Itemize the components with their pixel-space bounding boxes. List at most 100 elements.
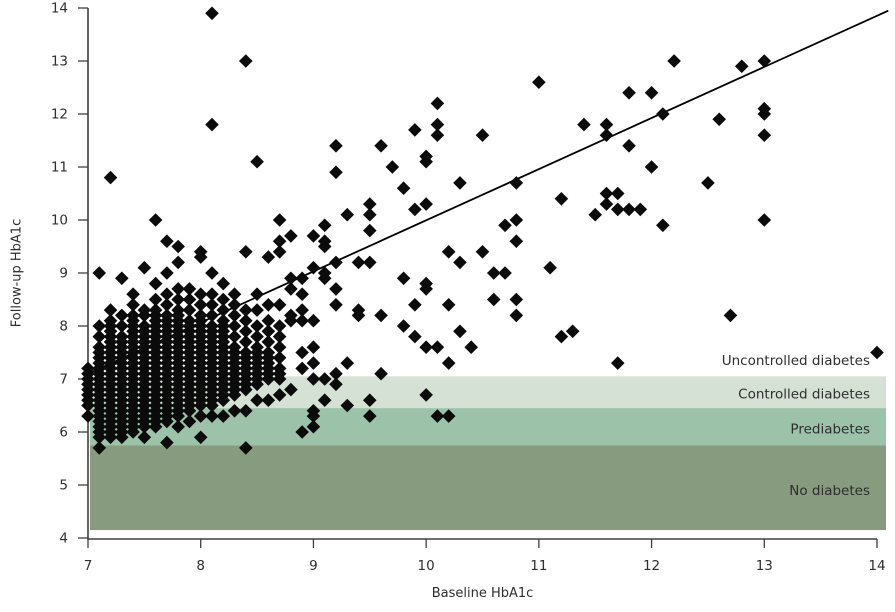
data-point: [227, 319, 242, 333]
data-point: [554, 329, 569, 344]
y-tick-label: 6: [59, 425, 68, 441]
data-point: [295, 313, 309, 328]
data-point: [261, 335, 276, 349]
data-point: [160, 298, 174, 312]
data-point: [250, 287, 264, 301]
data-point: [216, 276, 231, 291]
data-point: [295, 345, 309, 360]
y-tick-label: 14: [51, 1, 68, 17]
data-point: [284, 382, 298, 397]
data-point: [633, 202, 648, 217]
data-point: [757, 54, 772, 68]
data-point: [126, 287, 140, 301]
data-point: [284, 308, 298, 323]
data-point: [362, 197, 377, 211]
y-tick-label: 11: [51, 160, 68, 176]
data-point: [261, 298, 276, 312]
data-point: [250, 154, 264, 169]
data-point: [205, 266, 219, 280]
data-point: [92, 319, 107, 333]
data-point: [239, 313, 253, 328]
data-point: [239, 335, 253, 349]
data-point: [396, 319, 411, 333]
data-point: [193, 245, 208, 259]
x-tick-label: 9: [309, 558, 318, 574]
data-point: [441, 245, 456, 259]
data-point: [599, 117, 614, 132]
data-point: [148, 213, 163, 227]
data-point: [610, 356, 625, 370]
data-point: [272, 329, 287, 344]
data-point: [227, 404, 242, 418]
data-point: [126, 308, 140, 323]
y-tick-label: 7: [59, 372, 68, 388]
y-tick-label: 10: [51, 213, 68, 229]
data-point: [205, 298, 219, 312]
data-point: [509, 176, 524, 190]
data-point: [329, 377, 343, 392]
trend-line: [87, 9, 889, 375]
data-point: [160, 308, 174, 323]
data-point: [160, 287, 174, 301]
data-point: [701, 176, 715, 190]
data-point: [171, 282, 185, 296]
data-point: [126, 298, 140, 312]
data-point: [475, 245, 490, 259]
data-point: [81, 409, 95, 423]
data-point: [272, 340, 287, 354]
data-point: [599, 186, 614, 201]
data-point: [362, 223, 377, 238]
data-point: [250, 393, 264, 407]
data-point: [250, 329, 264, 344]
data-point: [396, 181, 411, 195]
data-point: [757, 128, 772, 142]
data-point: [441, 298, 456, 312]
data-point: [239, 54, 253, 68]
data-point: [193, 287, 208, 301]
data-point: [272, 298, 287, 312]
data-point: [340, 398, 355, 413]
y-tick-label: 12: [51, 107, 68, 123]
data-point: [216, 409, 231, 423]
data-point: [103, 303, 118, 317]
data-point: [250, 340, 264, 354]
data-point: [453, 324, 467, 339]
data-point: [115, 308, 129, 323]
data-point: [610, 202, 625, 217]
data-point: [81, 361, 95, 376]
data-point: [430, 409, 445, 423]
y-tick-label: 5: [59, 478, 68, 494]
data-point: [92, 329, 107, 344]
x-tick-label: 14: [868, 558, 885, 574]
data-point: [295, 271, 309, 286]
data-point: [419, 276, 433, 291]
data-point: [329, 255, 343, 270]
data-point: [734, 59, 749, 74]
data-point: [329, 282, 343, 296]
data-point: [250, 303, 264, 317]
data-point: [644, 86, 659, 100]
data-point: [115, 329, 129, 344]
band-label: No diabetes: [789, 483, 870, 499]
data-point: [385, 160, 400, 174]
x-tick-label: 12: [643, 558, 660, 574]
data-point: [295, 303, 309, 317]
data-point: [644, 160, 659, 174]
data-point: [374, 366, 388, 381]
data-point: [408, 298, 422, 312]
data-point: [171, 303, 185, 317]
data-point: [92, 441, 107, 455]
data-point: [317, 266, 332, 280]
data-point: [498, 266, 512, 280]
data-point: [419, 197, 433, 211]
data-point: [92, 266, 107, 280]
data-point: [137, 430, 152, 445]
data-point: [306, 419, 321, 434]
data-point: [565, 324, 580, 339]
data-point: [408, 329, 422, 344]
data-point: [227, 298, 242, 312]
data-point: [362, 255, 377, 270]
data-point: [295, 361, 309, 376]
band-label: Prediabetes: [790, 421, 870, 437]
data-point: [261, 313, 276, 328]
